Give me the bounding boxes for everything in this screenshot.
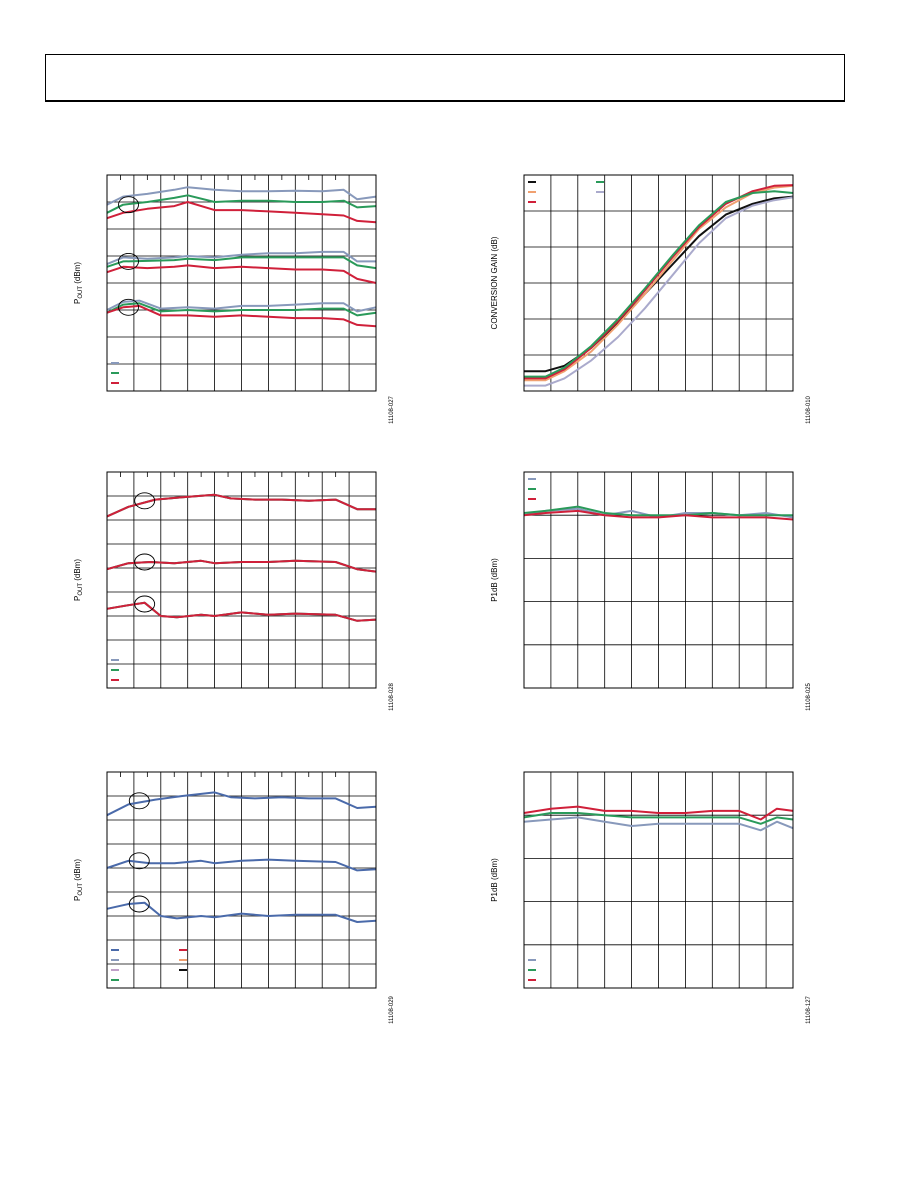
- series-line-1: [106, 186, 377, 206]
- series-line-2: [523, 812, 794, 825]
- y-axis-label-subscript: OUT: [78, 583, 84, 596]
- series-line-9: [106, 601, 377, 622]
- plot-frame: [523, 174, 794, 392]
- annotation-ellipse: [128, 792, 150, 810]
- series-line-5: [106, 256, 377, 270]
- y-axis-label-main: P: [73, 896, 82, 901]
- chart-fig1: POUT (dBm) 11108-027: [73, 174, 395, 424]
- figure-id: 11108-029: [389, 995, 395, 1023]
- page-header-box: [45, 54, 845, 102]
- series-line-1: [524, 195, 794, 373]
- series-line-3: [523, 805, 794, 821]
- y-axis-label-main: P: [73, 299, 82, 304]
- series-line-1: [523, 816, 794, 832]
- annotation-ellipse: [134, 492, 156, 510]
- chart-fig5: POUT (dBm) 11108-029: [73, 771, 395, 1024]
- figure-id: 11108-028: [389, 682, 395, 710]
- series-line-3: [106, 493, 376, 518]
- annotation-ellipse: [134, 595, 156, 613]
- chart-fig4: P1dB (dBm) 11108-025: [490, 471, 812, 711]
- chart-fig6: P1dB (dBm) 11108-127: [490, 771, 812, 1024]
- series-line-2: [523, 505, 793, 517]
- y-axis-label: POUT (dBm): [73, 559, 84, 601]
- figure-id: 11108-127: [806, 995, 812, 1023]
- series-line-4: [106, 250, 376, 266]
- y-axis-label-main: P: [73, 596, 82, 601]
- chart-fig2: CONVERSION GAIN (dB) 11108-010: [490, 174, 812, 424]
- series-line-3: [523, 509, 794, 521]
- y-axis-label-unit: (dBm): [73, 859, 82, 883]
- figure-id: 11108-010: [806, 395, 812, 423]
- series-line-2: [106, 858, 377, 872]
- annotation-ellipse: [134, 553, 156, 571]
- y-axis-label: POUT (dBm): [73, 859, 84, 901]
- plot-frame: [523, 471, 794, 689]
- annotation-ellipse: [118, 252, 139, 270]
- y-axis-label: CONVERSION GAIN (dB): [490, 236, 499, 329]
- y-axis-label-unit: (dBm): [73, 262, 82, 286]
- annotation-ellipse: [118, 196, 139, 214]
- series-line-4: [524, 190, 794, 378]
- plot-frame: [106, 174, 377, 392]
- chart-fig3: POUT (dBm) 11108-028: [73, 471, 395, 711]
- y-axis-label: P1dB (dBm): [490, 558, 499, 602]
- series-line-7: [106, 299, 377, 313]
- series-line-3: [106, 901, 377, 923]
- y-axis-label-subscript: OUT: [78, 286, 84, 299]
- y-axis-label-unit: (dBm): [73, 559, 82, 583]
- plot-frame: [106, 471, 377, 689]
- annotation-ellipse: [128, 895, 150, 913]
- series-line-5: [524, 196, 794, 387]
- series-line-3: [106, 201, 377, 224]
- figure-id: 11108-025: [806, 682, 812, 710]
- series-line-3: [524, 184, 794, 380]
- series-line-6: [106, 264, 377, 284]
- series-line-1: [106, 791, 377, 817]
- series-line-8: [106, 302, 377, 317]
- y-axis-label-subscript: OUT: [78, 883, 84, 896]
- annotation-ellipse: [128, 852, 150, 870]
- y-axis-label: POUT (dBm): [73, 262, 84, 304]
- annotation-ellipse: [118, 298, 139, 316]
- figure-id: 11108-027: [389, 395, 395, 423]
- series-line-6: [106, 559, 377, 573]
- series-line-2: [106, 194, 377, 214]
- plot-frame: [106, 771, 377, 989]
- plot-frame: [523, 771, 794, 989]
- y-axis-label: P1dB (dBm): [490, 858, 499, 902]
- series-line-9: [106, 304, 377, 328]
